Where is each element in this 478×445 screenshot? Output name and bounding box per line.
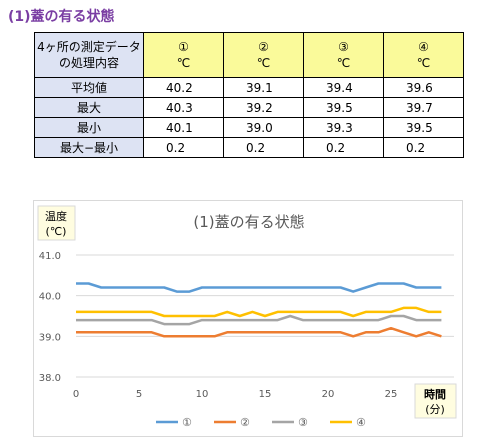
section-heading: (1)蓋の有る状態 bbox=[8, 9, 115, 25]
y-axis-label: 温度 bbox=[45, 209, 67, 223]
series-line-2 bbox=[76, 326, 442, 338]
table-cell: 40.2 bbox=[143, 77, 224, 98]
column-header-1-num: ① bbox=[178, 40, 189, 54]
legend-label-2: ② bbox=[240, 416, 250, 429]
column-header-3-num: ③ bbox=[338, 40, 349, 54]
column-header-3: ③ ℃ bbox=[303, 32, 384, 78]
row-label-average: 平均値 bbox=[34, 77, 144, 98]
series-line-1 bbox=[76, 282, 442, 293]
x-tick-label: 10 bbox=[196, 389, 209, 400]
table-cell: 39.1 bbox=[223, 77, 304, 98]
table-cell: 0.2 bbox=[303, 137, 384, 158]
table-cell: 39.2 bbox=[223, 97, 304, 118]
column-header-2-unit: ℃ bbox=[256, 56, 271, 70]
table-cell: 0.2 bbox=[223, 137, 304, 158]
column-header-4-num: ④ bbox=[418, 40, 429, 54]
column-header-2: ② ℃ bbox=[223, 32, 304, 78]
table-cell: 40.3 bbox=[143, 97, 224, 118]
x-axis-label: 時間 bbox=[424, 387, 446, 401]
series-line-4 bbox=[76, 306, 442, 318]
table-cell: 39.3 bbox=[303, 117, 384, 138]
table-cell: 39.0 bbox=[223, 117, 304, 138]
chart-title: (1)蓋の有る状態 bbox=[193, 213, 304, 231]
x-axis-label-box bbox=[414, 383, 457, 419]
table-cell: 39.4 bbox=[303, 77, 384, 98]
y-tick-label: 40.0 bbox=[39, 292, 61, 303]
table-cell: 39.5 bbox=[303, 97, 384, 118]
x-tick-label: 5 bbox=[136, 389, 142, 400]
table-row: 最大 40.3 39.2 39.5 39.7 bbox=[34, 97, 464, 118]
series-line-3 bbox=[76, 314, 442, 326]
y-tick-label: 39.0 bbox=[39, 332, 61, 343]
row-label-range: 最大−最小 bbox=[34, 137, 144, 158]
row-label-max: 最大 bbox=[34, 97, 144, 118]
legend-label-3: ③ bbox=[298, 416, 308, 429]
table-cell: 40.1 bbox=[143, 117, 224, 138]
table-cell: 0.2 bbox=[383, 137, 464, 158]
table-row: 最大−最小 0.2 0.2 0.2 0.2 bbox=[34, 137, 464, 158]
corner-label-line2: の処理内容 bbox=[58, 56, 119, 70]
y-tick-label: 41.0 bbox=[39, 251, 61, 262]
x-tick-label: 0 bbox=[73, 389, 79, 400]
y-tick-label: 38.0 bbox=[39, 373, 61, 384]
column-header-4: ④ ℃ bbox=[383, 32, 464, 78]
row-label-min: 最小 bbox=[34, 117, 144, 138]
column-header-3-unit: ℃ bbox=[336, 56, 351, 70]
corner-label-line1: 4ヶ所の測定データ bbox=[37, 40, 141, 54]
y-axis-unit: (℃) bbox=[46, 225, 67, 238]
chart-canvas: (1)蓋の有る状態 38.0 39.0 40.0 41.0 0 5 10 15 20 25 温度 (℃)… bbox=[37, 205, 457, 429]
stats-table: 4ヶ所の測定データ の処理内容 ① ℃ ② ℃ ③ ℃ ④ ℃ 平均値 40.2 39.… bbox=[34, 32, 464, 158]
table-row: 最小 40.1 39.0 39.3 39.5 bbox=[34, 117, 464, 138]
legend-label-1: ① bbox=[182, 416, 192, 429]
temperature-chart: (1)蓋の有る状態 38.0 39.0 40.0 41.0 0 5 10 15 20 25 温度 (℃)… bbox=[33, 200, 463, 437]
y-axis-label-box bbox=[37, 205, 76, 241]
column-header-1: ① ℃ bbox=[143, 32, 224, 78]
table-cell: 0.2 bbox=[143, 137, 224, 158]
table-row: 平均値 40.2 39.1 39.4 39.6 bbox=[34, 77, 464, 98]
column-header-2-num: ② bbox=[258, 40, 269, 54]
x-tick-label: 15 bbox=[259, 389, 272, 400]
table-corner-cell: 4ヶ所の測定データ の処理内容 bbox=[34, 32, 144, 78]
table-cell: 39.6 bbox=[383, 77, 464, 98]
table-cell: 39.5 bbox=[383, 117, 464, 138]
x-tick-label: 25 bbox=[385, 389, 398, 400]
column-header-1-unit: ℃ bbox=[176, 56, 191, 70]
x-tick-label: 20 bbox=[322, 389, 335, 400]
table-header-row: 4ヶ所の測定データ の処理内容 ① ℃ ② ℃ ③ ℃ ④ ℃ bbox=[34, 32, 464, 78]
x-axis-unit: (分) bbox=[425, 403, 445, 416]
legend-label-4: ④ bbox=[356, 416, 366, 429]
column-header-4-unit: ℃ bbox=[416, 56, 431, 70]
table-cell: 39.7 bbox=[383, 97, 464, 118]
